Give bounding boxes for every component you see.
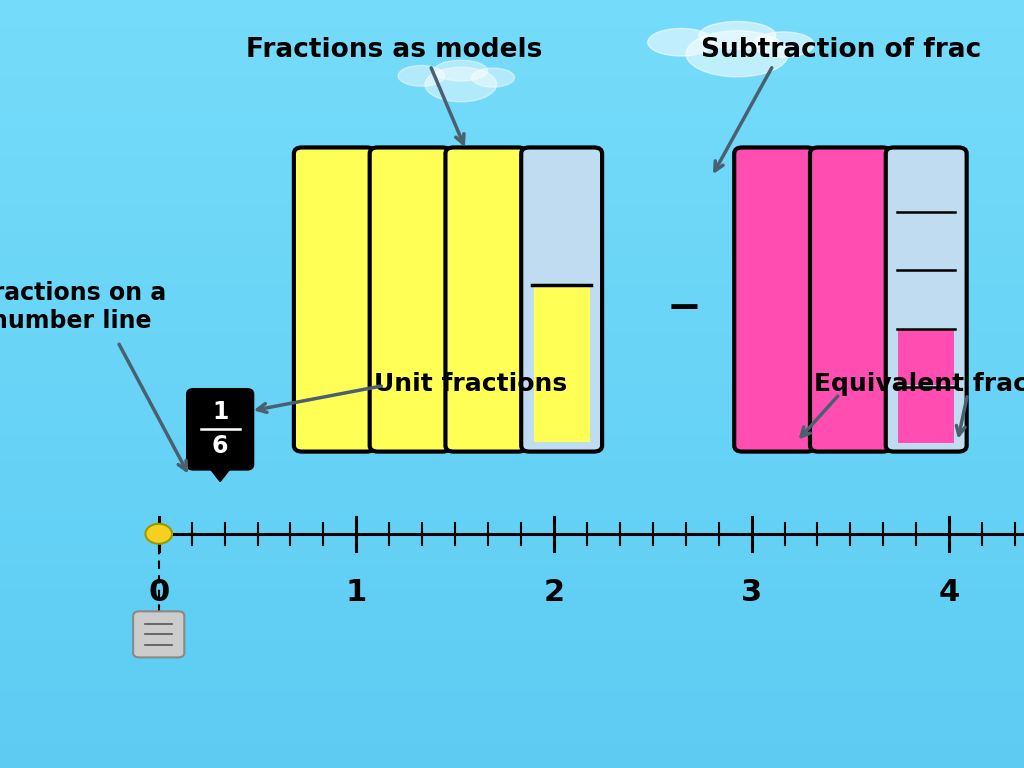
- Circle shape: [145, 524, 172, 544]
- Ellipse shape: [686, 31, 788, 77]
- Text: 3: 3: [741, 578, 762, 607]
- Bar: [898, 329, 954, 385]
- Text: 6: 6: [212, 434, 228, 458]
- FancyBboxPatch shape: [521, 147, 602, 452]
- Text: 1: 1: [212, 400, 228, 425]
- FancyBboxPatch shape: [734, 147, 815, 452]
- FancyBboxPatch shape: [133, 611, 184, 657]
- Text: −: −: [667, 287, 701, 329]
- Ellipse shape: [647, 28, 714, 56]
- Ellipse shape: [434, 60, 487, 81]
- Polygon shape: [207, 465, 233, 482]
- Ellipse shape: [471, 68, 515, 87]
- Ellipse shape: [398, 65, 444, 86]
- Ellipse shape: [698, 22, 776, 49]
- FancyBboxPatch shape: [187, 389, 253, 469]
- FancyBboxPatch shape: [294, 147, 375, 452]
- Text: 0: 0: [148, 578, 169, 607]
- Text: 2: 2: [544, 578, 564, 607]
- Text: Fractions as models: Fractions as models: [246, 37, 543, 63]
- Ellipse shape: [753, 31, 814, 58]
- Ellipse shape: [425, 67, 497, 102]
- Text: Equivalent frac: Equivalent frac: [814, 372, 1024, 396]
- Bar: [898, 387, 954, 443]
- Bar: [534, 285, 590, 442]
- FancyBboxPatch shape: [445, 147, 526, 452]
- Text: 4: 4: [939, 578, 959, 607]
- Text: Unit fractions: Unit fractions: [375, 372, 567, 396]
- Text: Subtraction of frac: Subtraction of frac: [701, 37, 982, 63]
- FancyBboxPatch shape: [886, 147, 967, 452]
- Text: Fractions on a
number line: Fractions on a number line: [0, 281, 166, 333]
- Text: 1: 1: [346, 578, 367, 607]
- FancyBboxPatch shape: [810, 147, 891, 452]
- FancyBboxPatch shape: [370, 147, 451, 452]
